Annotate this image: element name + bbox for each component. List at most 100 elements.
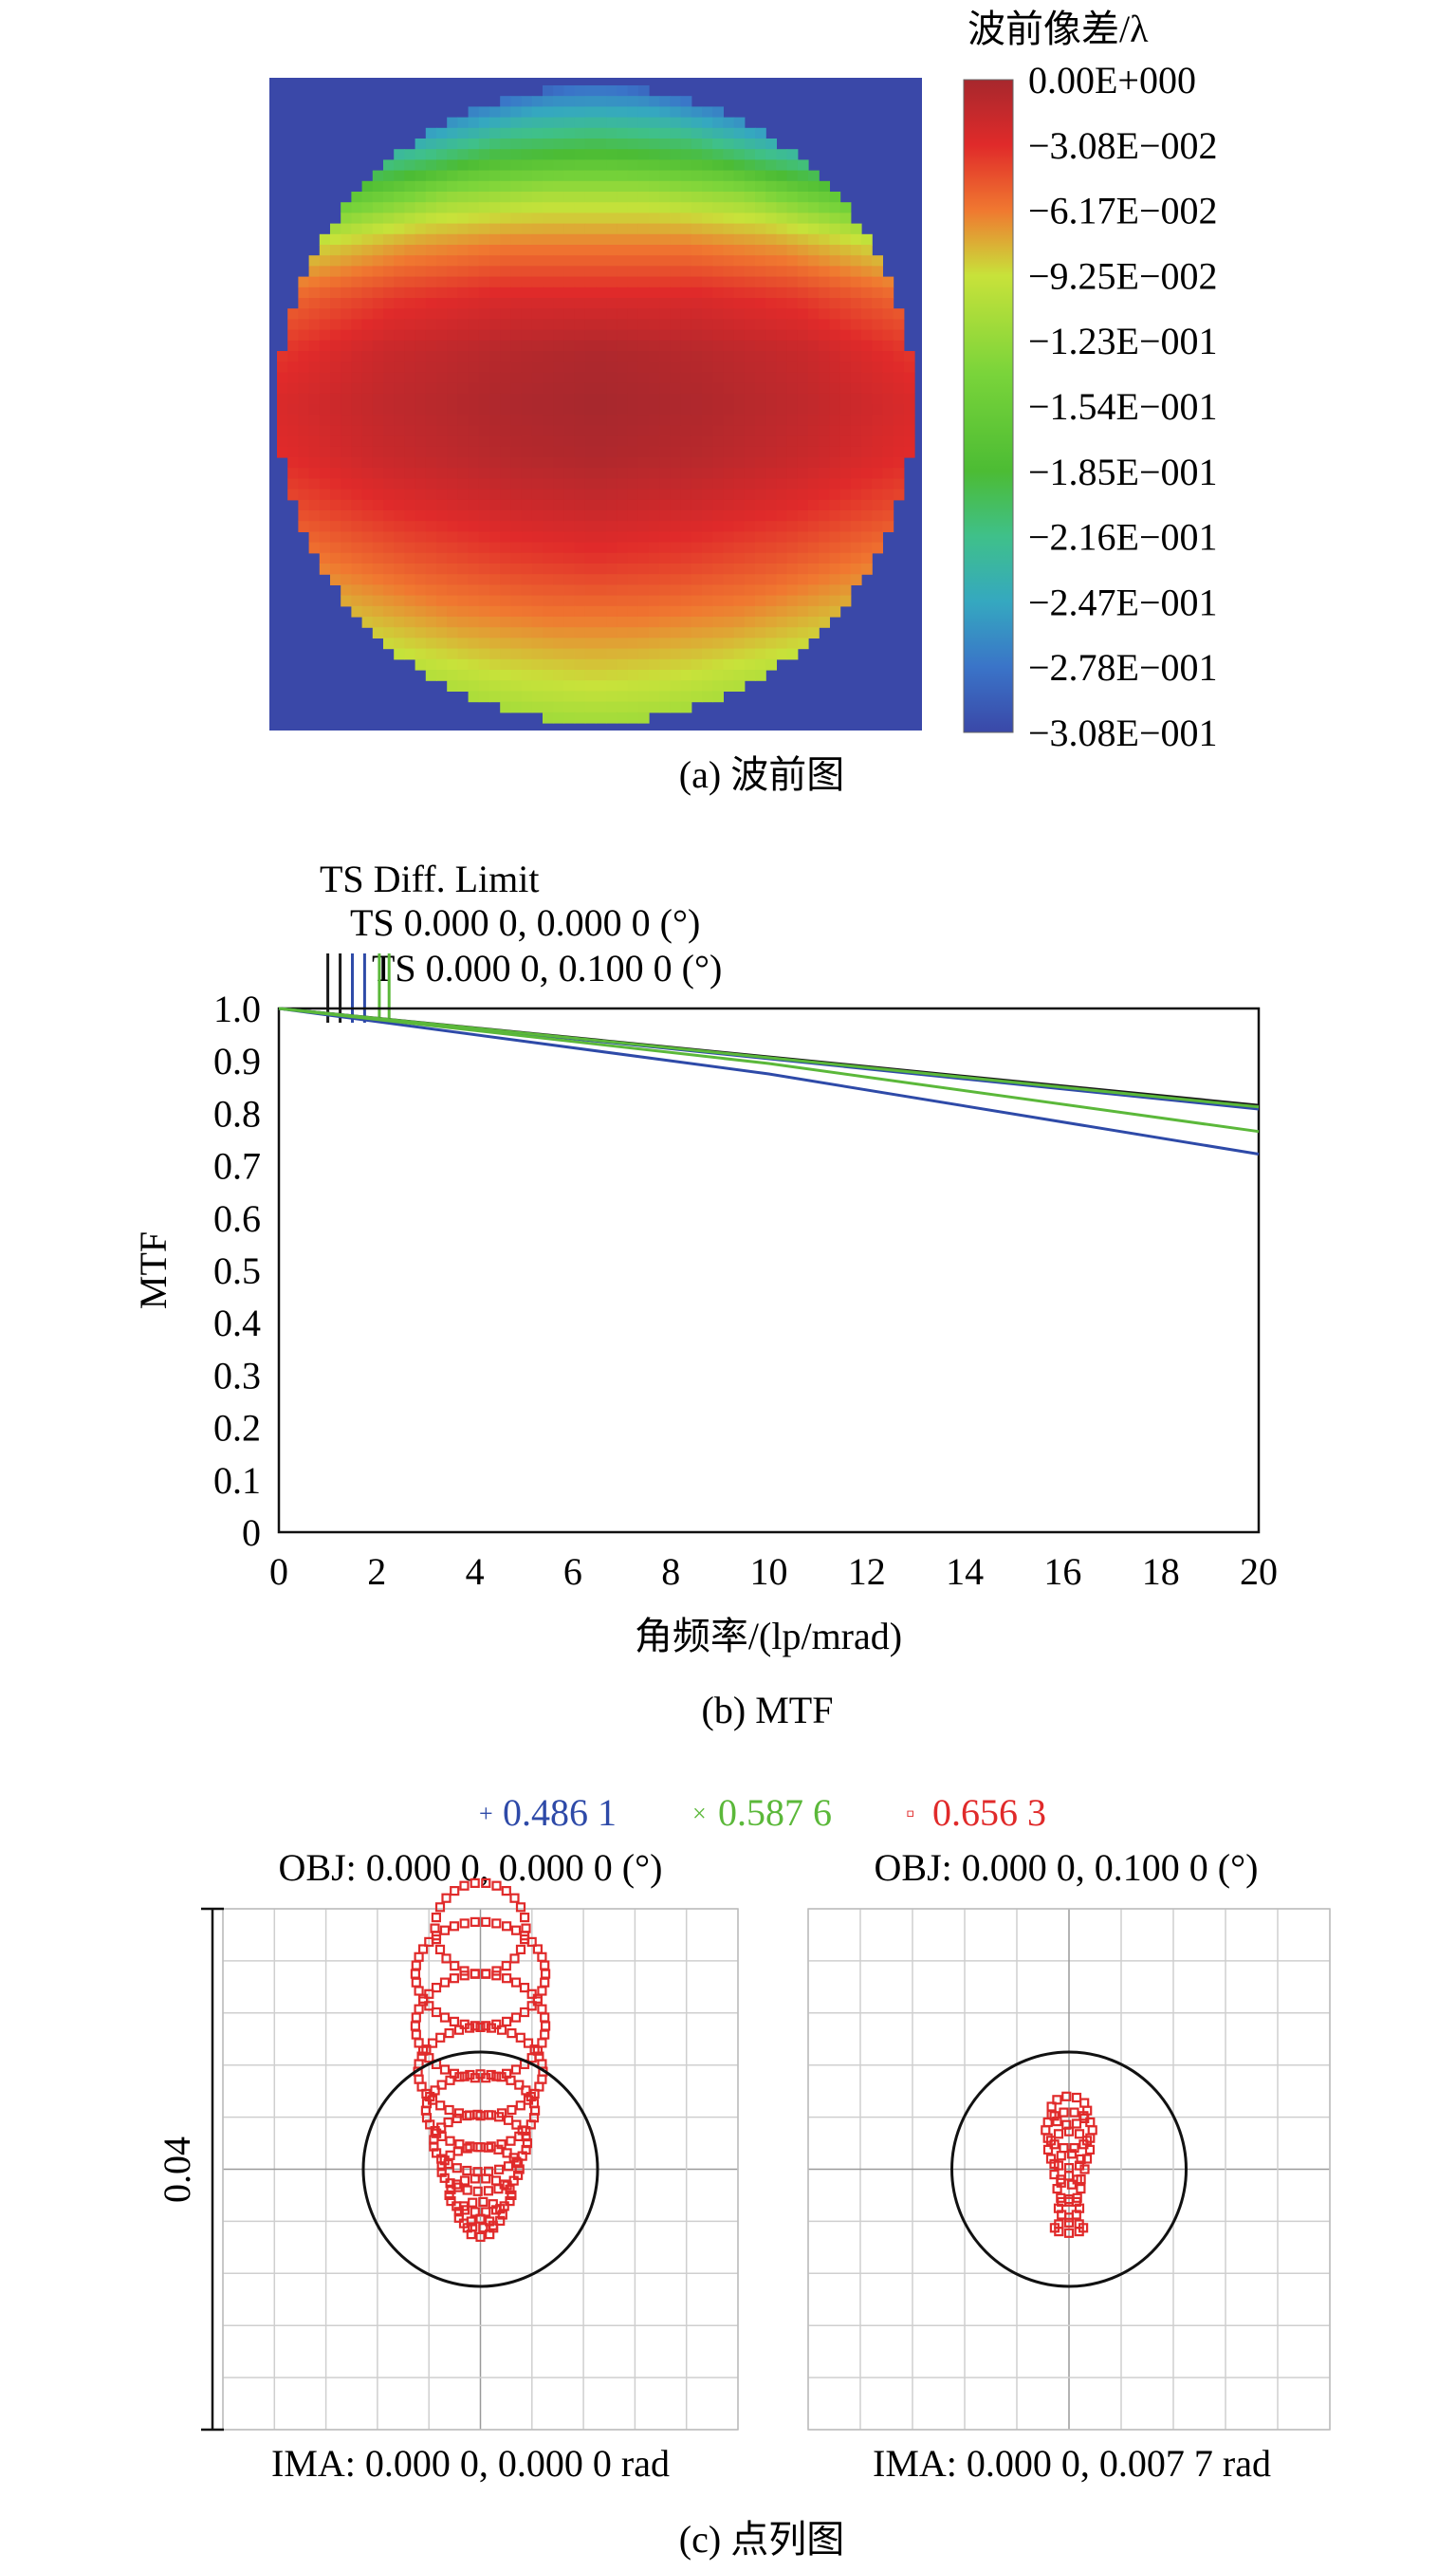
wavefront-cell [425, 658, 437, 671]
wavefront-cell [744, 276, 756, 288]
wavefront-cell [786, 192, 799, 203]
wavefront-cell [489, 552, 501, 564]
wavefront-cell [637, 319, 650, 331]
wavefront-cell [361, 255, 374, 267]
wavefront-cell [850, 233, 862, 246]
wavefront-cell [819, 319, 830, 331]
wavefront-cell [287, 393, 299, 405]
wavefront-cell [691, 415, 703, 426]
wavefront-cell [723, 139, 735, 150]
wavefront-cell [478, 106, 490, 119]
wavefront-cell [670, 435, 682, 448]
wavefront-cell [478, 552, 490, 564]
spot-point [1081, 2136, 1093, 2146]
wavefront-cell [755, 425, 766, 437]
wavefront-cell [744, 648, 756, 660]
wavefront-cell [468, 574, 480, 585]
wavefront-cell [733, 670, 746, 681]
wavefront-cell [478, 658, 490, 671]
wavefront-cell [596, 233, 607, 246]
wavefront-cell [649, 170, 660, 182]
wavefront-cell [287, 382, 299, 395]
wavefront-cell [563, 584, 576, 597]
wavefront-cell [500, 329, 511, 342]
wavefront-cell [500, 468, 511, 479]
wavefront-cell [415, 531, 427, 544]
wavefront-cell [786, 648, 799, 660]
wavefront-cell [500, 499, 511, 511]
wavefront-cell [617, 351, 629, 362]
wavefront-cell [574, 192, 586, 203]
wavefront-cell [361, 595, 374, 607]
wavefront-cell [786, 276, 799, 288]
wavefront-cell [808, 202, 820, 213]
wavefront-cell [702, 149, 713, 160]
wavefront-cell [712, 361, 724, 373]
wavefront-cell [627, 149, 639, 160]
wavefront-cell [659, 255, 671, 267]
wavefront-cell [383, 276, 395, 288]
wavefront-cell [670, 564, 682, 575]
wavefront-cell [776, 329, 788, 342]
wavefront-cell [563, 139, 576, 150]
wavefront-cell [489, 319, 501, 331]
wavefront-cell [319, 435, 331, 448]
wavefront-cell [478, 691, 490, 703]
wavefront-cell [797, 319, 809, 331]
wavefront-cell [415, 382, 427, 395]
wavefront-cell [776, 202, 788, 213]
wavefront-cell [425, 468, 437, 479]
wavefront-cell [287, 351, 299, 362]
spot-point [519, 1912, 530, 1923]
wavefront-cell [627, 627, 639, 638]
wavefront-cell [659, 329, 671, 342]
wavefront-cell [510, 96, 523, 107]
wavefront-cell [627, 393, 639, 405]
wavefront-cell [425, 595, 437, 607]
wavefront-cell [489, 159, 501, 172]
wavefront-cell [521, 308, 533, 320]
wavefront-cell [786, 233, 799, 246]
wavefront-cell [553, 701, 564, 713]
wavefront-cell [372, 489, 384, 501]
wavefront-cell [584, 149, 597, 160]
wavefront-cell [596, 468, 607, 479]
wavefront-cell [702, 117, 713, 129]
wavefront-cell [819, 574, 830, 585]
wavefront-cell [404, 595, 416, 607]
wavefront-cell [839, 542, 852, 554]
wavefront-cell [872, 468, 883, 479]
wavefront-cell [510, 319, 523, 331]
wavefront-cell [733, 446, 746, 458]
wavefront-cell [606, 564, 617, 575]
spot-point [430, 2085, 440, 2096]
wavefront-cell [617, 680, 629, 692]
wavefront-cell [765, 202, 777, 213]
wavefront-cell [447, 648, 458, 660]
wavefront-cell [394, 415, 405, 426]
wavefront-cell [819, 542, 830, 554]
wavefront-cell [659, 117, 671, 129]
wavefront-cell [372, 255, 384, 267]
wavefront-cell [468, 648, 480, 660]
wavefront-cell [447, 319, 458, 331]
y-tick-label: 0.4 [213, 1302, 261, 1344]
wavefront-cell [298, 319, 310, 331]
wavefront-cell [649, 340, 660, 352]
wavefront-cell [712, 404, 724, 416]
wavefront-cell [553, 159, 564, 172]
wavefront-cell [627, 552, 639, 564]
wavefront-cell [670, 233, 682, 246]
wavefront-cell [606, 276, 617, 288]
wavefront-cell [776, 404, 788, 416]
wavefront-cell [468, 680, 480, 692]
wavefront-cell [649, 393, 660, 405]
wavefront-cell [649, 574, 660, 585]
wavefront-cell [436, 446, 448, 458]
wavefront-cell [755, 542, 766, 554]
wavefront-cell [606, 457, 617, 469]
wavefront-cell [574, 531, 586, 544]
wavefront-cell [627, 605, 639, 618]
wavefront-cell [839, 510, 852, 522]
wavefront-cell [702, 680, 713, 692]
